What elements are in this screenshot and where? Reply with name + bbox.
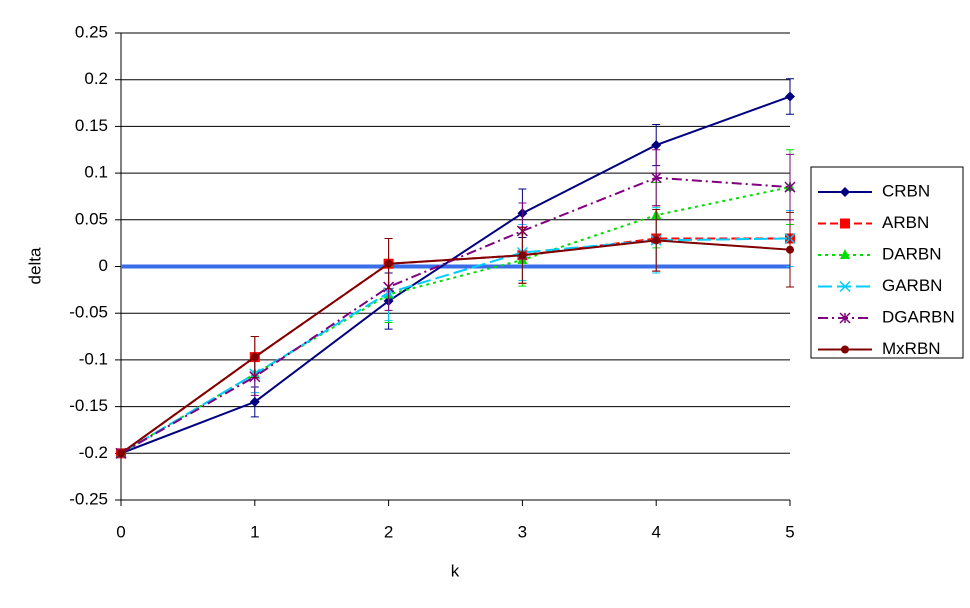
- marker: [652, 236, 661, 245]
- marker: [650, 172, 662, 184]
- x-tick-label: 4: [651, 522, 660, 541]
- marker: [249, 396, 260, 407]
- marker: [250, 353, 259, 362]
- y-tick-label: 0.25: [75, 22, 108, 41]
- marker: [839, 312, 851, 324]
- marker: [839, 280, 851, 293]
- y-tick-label: -0.25: [69, 489, 108, 508]
- legend-label: DARBN: [882, 244, 942, 263]
- marker: [518, 251, 527, 260]
- x-tick-label: 1: [250, 522, 259, 541]
- y-tick-label: -0.1: [79, 349, 108, 368]
- legend-label: DGARBN: [882, 307, 955, 326]
- y-axis-label: delta: [25, 247, 44, 284]
- marker: [841, 345, 849, 354]
- legend-label: ARBN: [882, 213, 929, 232]
- series-line: [120, 186, 791, 455]
- series-line: [120, 239, 791, 455]
- x-tick-label: 5: [785, 522, 794, 541]
- marker: [784, 181, 796, 193]
- series-line: [120, 95, 791, 455]
- x-tick-label: 0: [116, 522, 125, 541]
- marker: [840, 218, 850, 229]
- y-tick-label: 0.05: [75, 209, 108, 228]
- marker: [651, 140, 662, 151]
- series-line: [120, 237, 791, 455]
- series-line: [120, 176, 791, 455]
- marker: [786, 245, 794, 254]
- marker: [384, 259, 393, 268]
- y-tick-label: 0.1: [84, 163, 108, 182]
- marker: [785, 91, 795, 102]
- x-tick-label: 2: [384, 522, 393, 541]
- marker: [840, 187, 850, 197]
- y-tick-label: 0.2: [84, 69, 108, 88]
- legend-label: GARBN: [882, 276, 942, 295]
- legend-label: MxRBN: [882, 339, 941, 358]
- marker: [840, 249, 850, 259]
- series-line: [120, 237, 790, 455]
- y-tick-label: 0: [99, 256, 108, 275]
- marker: [117, 449, 125, 458]
- x-axis-label: k: [451, 561, 460, 580]
- x-tick-label: 3: [518, 522, 527, 541]
- y-tick-label: -0.2: [79, 443, 108, 462]
- y-tick-label: 0.15: [75, 116, 108, 135]
- y-tick-label: -0.05: [69, 303, 108, 322]
- legend-label: CRBN: [882, 181, 930, 200]
- legend-box: [810, 166, 964, 359]
- y-tick-label: -0.15: [69, 396, 108, 415]
